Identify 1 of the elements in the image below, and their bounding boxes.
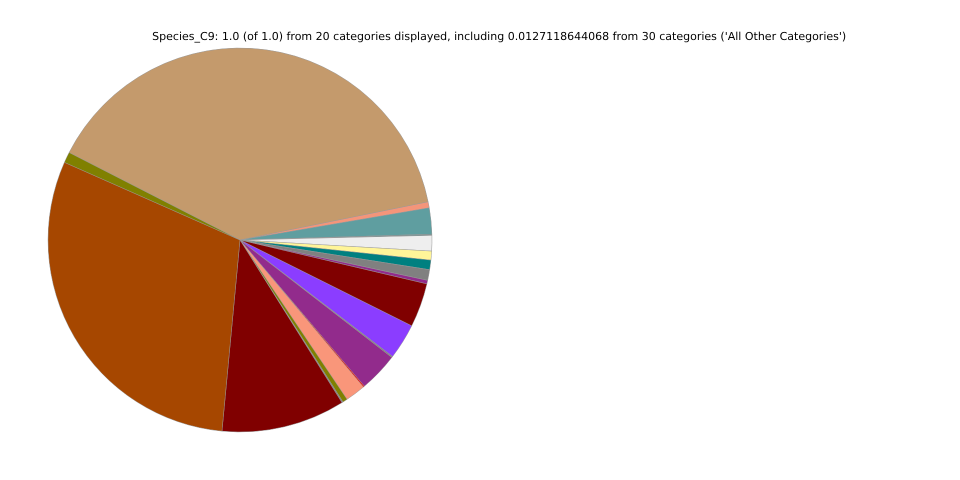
text: Species_C9: 1.0 (of 1.0) from 20 categories displayed, including 0.0127118644068 from 30 categories ('All Other Categories') [152,30,846,43]
